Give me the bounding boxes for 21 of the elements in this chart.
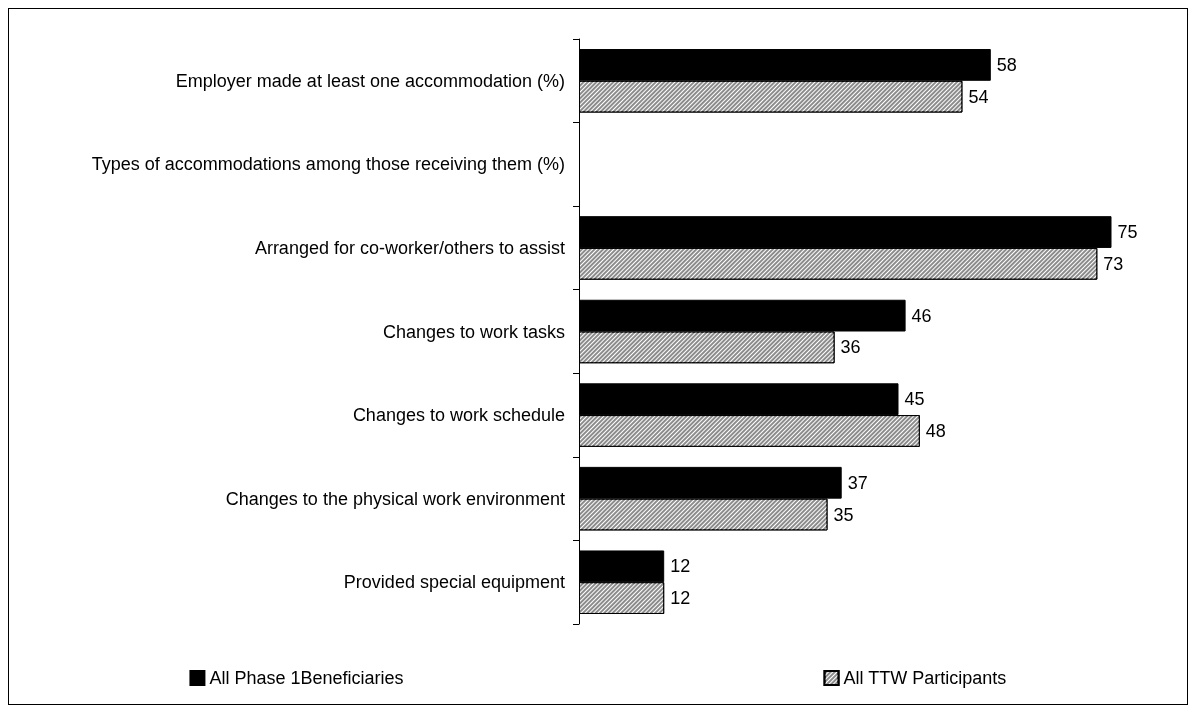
data-label: 46 bbox=[911, 305, 932, 326]
y-tick-label: Arranged for co-worker/others to assist bbox=[254, 237, 565, 258]
legend-label: All Phase 1Beneficiaries bbox=[209, 668, 404, 688]
data-label: 45 bbox=[904, 389, 925, 410]
data-label: 48 bbox=[925, 420, 946, 441]
data-label: 35 bbox=[833, 504, 854, 525]
y-tick-label: Provided special equipment bbox=[343, 572, 565, 593]
y-tick-label: Employer made at least one accommodation (%) bbox=[175, 70, 565, 91]
y-tick-label: Changes to work schedule bbox=[352, 405, 565, 426]
y-tick-label: Types of accommodations among those receiving them (%) bbox=[91, 154, 565, 175]
legend-label: All TTW Participants bbox=[843, 668, 1007, 688]
data-label: 37 bbox=[847, 472, 868, 493]
data-label: 12 bbox=[670, 556, 691, 577]
data-label: 36 bbox=[840, 337, 861, 358]
data-label: 58 bbox=[996, 54, 1017, 75]
data-label: 54 bbox=[968, 86, 989, 107]
data-label: 75 bbox=[1117, 222, 1138, 243]
data-label: 12 bbox=[670, 588, 691, 609]
y-tick-label: Changes to work tasks bbox=[382, 321, 565, 342]
y-tick-label: Changes to the physical work environment bbox=[225, 488, 565, 509]
data-label: 73 bbox=[1103, 253, 1124, 274]
